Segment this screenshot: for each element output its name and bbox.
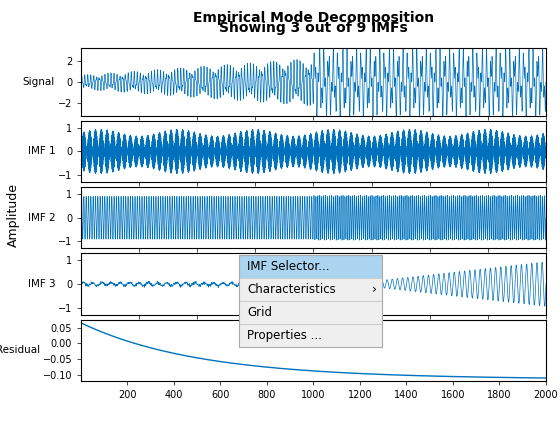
Text: Grid: Grid	[247, 306, 272, 319]
Y-axis label: IMF 1: IMF 1	[27, 147, 55, 157]
Y-axis label: IMF 3: IMF 3	[27, 279, 55, 289]
Y-axis label: Residual: Residual	[0, 345, 40, 355]
Text: Showing 3 out of 9 IMFs: Showing 3 out of 9 IMFs	[219, 21, 408, 35]
Y-axis label: IMF 2: IMF 2	[27, 213, 55, 223]
Text: Amplitude: Amplitude	[7, 183, 20, 247]
Text: Empirical Mode Decomposition: Empirical Mode Decomposition	[193, 11, 434, 24]
Text: Characteristics: Characteristics	[247, 283, 336, 296]
Y-axis label: Signal: Signal	[23, 77, 55, 87]
Text: ›: ›	[371, 283, 376, 296]
Text: Properties ...: Properties ...	[247, 329, 322, 342]
Text: IMF Selector...: IMF Selector...	[247, 260, 330, 273]
